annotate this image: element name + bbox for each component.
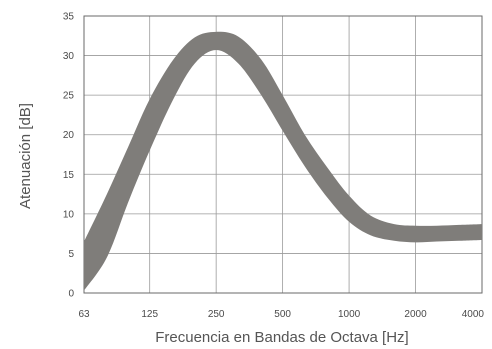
x-tick-label: 125 <box>141 309 158 320</box>
y-tick-label: 35 <box>63 12 75 23</box>
grid <box>83 15 483 294</box>
y-tick-label: 20 <box>63 130 75 141</box>
x-axis-label: Frecuencia en Bandas de Octava [Hz] <box>155 329 408 346</box>
y-tick-labels: 0 5 10 15 20 25 30 35 <box>63 12 75 300</box>
x-tick-label: 2000 <box>404 309 427 320</box>
x-tick-label: 250 <box>208 309 225 320</box>
x-tick-label: 63 <box>78 309 90 320</box>
x-tick-label: 500 <box>274 309 291 320</box>
y-tick-label: 25 <box>63 91 75 102</box>
attenuation-band <box>84 31 482 291</box>
x-tick-labels: 63 125 250 500 1000 2000 4000 <box>78 309 484 320</box>
plot-frame <box>83 15 483 294</box>
y-tick-label: 0 <box>68 289 74 300</box>
y-tick-label: 15 <box>63 170 75 181</box>
y-tick-label: 30 <box>63 51 75 62</box>
x-tick-label: 4000 <box>462 309 485 320</box>
y-tick-label: 5 <box>68 249 74 260</box>
y-tick-label: 10 <box>63 209 75 220</box>
y-axis-label: Atenuación [dB] <box>17 103 34 209</box>
x-tick-label: 1000 <box>338 309 361 320</box>
